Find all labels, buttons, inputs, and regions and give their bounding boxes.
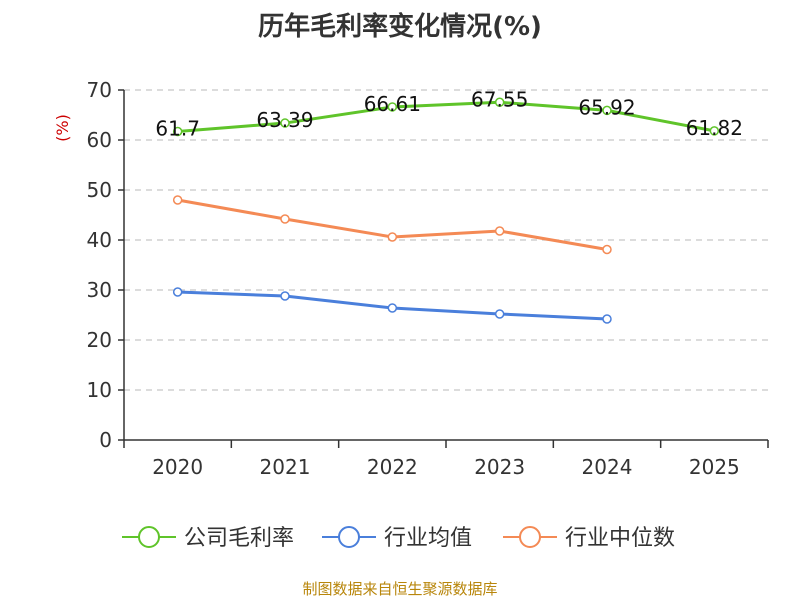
data-label: 66.61	[364, 92, 421, 116]
x-tick-label: 2025	[689, 455, 740, 479]
y-tick-label: 50	[87, 178, 112, 202]
data-point	[387, 232, 398, 242]
data-point	[602, 105, 612, 116]
y-tick-label: 70	[87, 78, 112, 102]
data-point	[709, 126, 720, 136]
x-tick-label: 2024	[582, 455, 633, 479]
data-label: 67.55	[471, 87, 528, 111]
x-tick-label: 2021	[260, 455, 311, 479]
series-lines	[172, 97, 720, 324]
legend-item-2: 行业中位数	[503, 526, 675, 551]
data-point	[387, 303, 398, 313]
chart-title: 历年毛利率变化情况(%)	[258, 12, 542, 42]
grid-lines	[124, 89, 768, 391]
data-point	[387, 102, 398, 112]
legend-marker	[138, 526, 160, 548]
series-line-2	[177, 198, 608, 251]
legend-item-1: 行业均值	[322, 526, 472, 551]
data-point	[172, 126, 183, 137]
data-point	[602, 244, 612, 255]
legend-marker	[519, 526, 541, 548]
legend: 公司毛利率 行业均值 行业中位数	[122, 526, 675, 551]
data-label: 63.39	[256, 108, 313, 132]
data-label: 65.92	[578, 95, 635, 119]
x-tick-label: 2020	[152, 455, 203, 479]
legend-label: 行业中位数	[565, 526, 675, 551]
y-tick-label: 60	[87, 128, 112, 152]
data-point	[280, 118, 290, 128]
y-tick-label: 30	[87, 278, 112, 302]
axes: 0 10 20 30 40 50 60 70 (%) 2020 2021 2022 2023 2024 20…	[53, 78, 769, 479]
data-point	[172, 195, 183, 205]
data-point	[494, 226, 505, 236]
data-label: 61.7	[155, 117, 200, 141]
x-tick-label: 2023	[474, 455, 525, 479]
legend-marker	[338, 526, 360, 548]
series-line-0	[177, 100, 715, 133]
data-label: 61.82	[686, 116, 743, 140]
y-tick-label: 10	[87, 378, 112, 402]
legend-item-0: 公司毛利率	[122, 526, 294, 551]
data-point	[172, 287, 183, 297]
y-axis-unit-label: (%)	[53, 114, 72, 142]
legend-label: 公司毛利率	[184, 526, 294, 551]
data-labels: 61.7 63.39 66.61 67.55 65.92 61.82	[155, 87, 743, 140]
y-tick-label: 40	[87, 228, 112, 252]
x-tick-label: 2022	[367, 455, 418, 479]
y-tick-label: 0	[99, 428, 112, 452]
data-point	[280, 214, 290, 224]
source-note: 制图数据来自恒生聚源数据库	[302, 580, 498, 598]
data-point	[280, 291, 290, 301]
y-tick-label: 20	[87, 328, 112, 352]
data-point	[602, 314, 612, 324]
data-point	[494, 309, 505, 319]
legend-label: 行业均值	[384, 526, 472, 551]
data-point	[494, 97, 505, 107]
